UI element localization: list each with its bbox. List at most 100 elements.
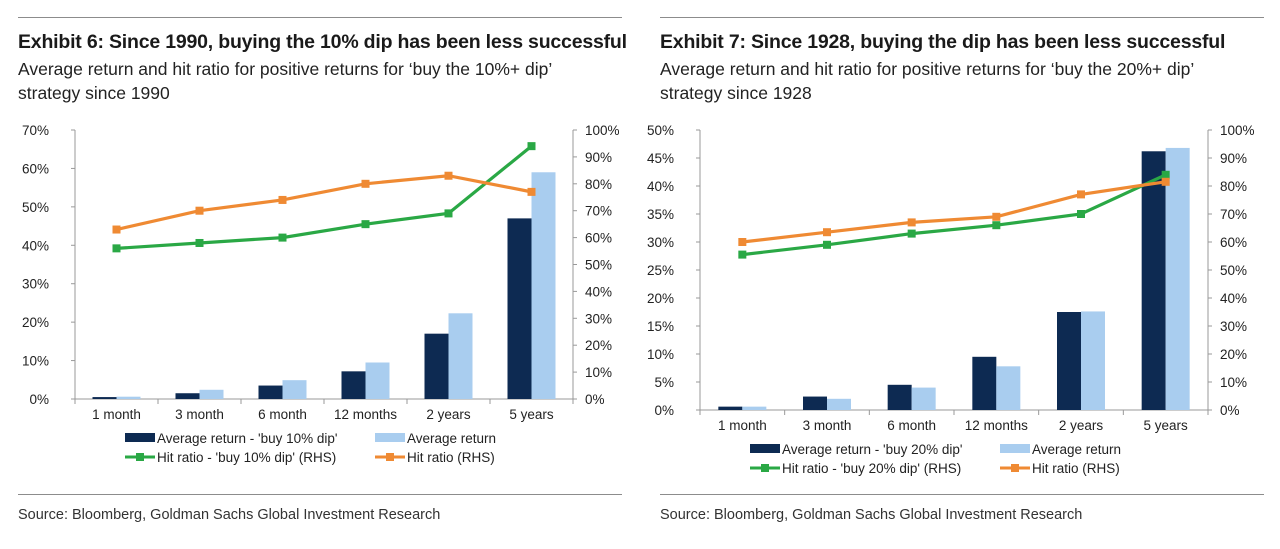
bar-dip-return (507, 218, 532, 399)
legend-dip-return-swatch (750, 444, 780, 453)
x-tick-label: 2 years (426, 407, 471, 422)
bar-avg-return (911, 387, 936, 410)
left-tick-label: 35% (647, 207, 674, 222)
bar-dip-return (341, 371, 366, 399)
marker-avg-hit-ratio (907, 218, 916, 227)
x-tick-label: 1 month (718, 418, 767, 433)
left-tick-label: 70% (22, 123, 49, 138)
legend-dip-return-label: Average return - 'buy 10% dip' (157, 431, 338, 446)
right-tick-label: 30% (585, 311, 612, 326)
bar-dip-return (92, 397, 117, 399)
x-tick-label: 6 month (258, 407, 307, 422)
top-divider (660, 17, 1264, 18)
exhibit-6-panel: Exhibit 6: Since 1990, buying the 10% di… (18, 0, 627, 549)
left-tick-label: 50% (22, 200, 49, 215)
bar-avg-return (827, 398, 851, 410)
line-dip-hit-ratio (742, 173, 1167, 257)
left-tick-label: 5% (654, 375, 674, 390)
right-tick-label: 20% (585, 338, 612, 353)
line-avg-hit-ratio (116, 174, 532, 232)
marker-avg-hit-ratio (1077, 190, 1085, 199)
right-tick-label: 80% (585, 177, 612, 192)
marker-dip-hit-ratio (361, 220, 370, 229)
right-tick-label: 10% (585, 365, 612, 380)
right-tick-label: 50% (1220, 263, 1247, 278)
legend-dip-hit-ratio-label: Hit ratio - 'buy 10% dip' (RHS) (157, 450, 336, 465)
right-tick-label: 0% (1220, 403, 1240, 418)
bar-dip-return (718, 406, 743, 410)
marker-dip-hit-ratio (1077, 210, 1085, 218)
legend-avg-hit-ratio-marker (1011, 464, 1019, 472)
right-tick-label: 90% (585, 150, 612, 165)
marker-avg-hit-ratio (1161, 177, 1170, 186)
chart-subtitle: Average return and hit ratio for positiv… (18, 59, 552, 103)
right-tick-label: 100% (1220, 123, 1255, 138)
x-tick-label: 5 years (1144, 418, 1189, 433)
marker-dip-hit-ratio (992, 221, 1001, 230)
bottom-divider (18, 494, 622, 495)
left-tick-label: 30% (22, 277, 49, 292)
marker-avg-hit-ratio (361, 179, 370, 188)
right-tick-label: 40% (1220, 291, 1247, 306)
left-tick-label: 10% (22, 354, 49, 369)
marker-avg-hit-ratio (823, 228, 831, 237)
chart-title: Exhibit 6: Since 1990, buying the 10% di… (18, 31, 627, 53)
legend-avg-hit-ratio-label: Hit ratio (RHS) (407, 450, 495, 465)
bar-dip-return (1057, 312, 1081, 410)
x-tick-label: 1 month (92, 407, 141, 422)
source-note: Source: Bloomberg, Goldman Sachs Global … (18, 507, 441, 523)
bar-dip-return (972, 356, 997, 410)
left-tick-label: 40% (22, 238, 49, 253)
left-tick-label: 15% (647, 319, 674, 334)
x-tick-label: 3 month (175, 407, 224, 422)
right-tick-label: 100% (585, 123, 620, 138)
left-tick-label: 40% (647, 179, 674, 194)
bar-avg-return (448, 313, 473, 399)
legend-avg-hit-ratio-label: Hit ratio (RHS) (1032, 461, 1120, 476)
bar-avg-return (531, 172, 556, 399)
right-tick-label: 10% (1220, 375, 1247, 390)
x-tick-label: 12 months (965, 418, 1028, 433)
marker-avg-hit-ratio (278, 195, 287, 204)
left-tick-label: 10% (647, 347, 674, 362)
marker-dip-hit-ratio (112, 244, 121, 253)
right-tick-label: 50% (585, 258, 612, 273)
left-tick-label: 30% (647, 235, 674, 250)
bar-avg-return (116, 396, 141, 399)
marker-avg-hit-ratio (195, 206, 204, 215)
exhibit-7-panel: Exhibit 7: Since 1928, buying the dip ha… (647, 0, 1264, 549)
legend-avg-hit-ratio-marker (386, 453, 394, 461)
left-tick-label: 0% (654, 403, 674, 418)
legend-avg-return-label: Average return (407, 431, 496, 446)
legend-dip-hit-ratio-label: Hit ratio - 'buy 20% dip' (RHS) (782, 461, 961, 476)
left-tick-label: 0% (29, 392, 49, 407)
marker-dip-hit-ratio (738, 250, 747, 259)
bar-avg-return (282, 380, 307, 399)
x-tick-label: 6 month (887, 418, 936, 433)
legend-dip-hit-ratio-marker (136, 453, 144, 461)
right-tick-label: 60% (585, 231, 612, 246)
bar-avg-return (199, 389, 224, 399)
marker-avg-hit-ratio (112, 225, 121, 234)
marker-dip-hit-ratio (444, 209, 453, 218)
source-note: Source: Bloomberg, Goldman Sachs Global … (660, 507, 1083, 523)
marker-dip-hit-ratio (907, 229, 916, 238)
bar-dip-return (1141, 151, 1166, 410)
bar-avg-return (1165, 147, 1190, 411)
marker-avg-hit-ratio (992, 212, 1001, 221)
marker-avg-hit-ratio (527, 187, 536, 196)
bar-avg-return (996, 366, 1021, 410)
right-tick-label: 20% (1220, 347, 1247, 362)
top-divider (18, 17, 622, 18)
exhibit-7-chart: 0% 5% 10% 15% 20% 25% 30% 35% 40% 45% 50% 0% 10% 20% 3… (647, 123, 1255, 476)
line-dip-hit-ratio (116, 144, 533, 250)
right-tick-label: 0% (585, 392, 605, 407)
bottom-divider (660, 494, 1264, 495)
left-tick-label: 25% (647, 263, 674, 278)
bar-dip-return (258, 385, 283, 399)
right-tick-label: 80% (1220, 179, 1247, 194)
marker-dip-hit-ratio (1161, 170, 1170, 179)
left-tick-label: 60% (22, 161, 49, 176)
left-tick-label: 50% (647, 123, 674, 138)
x-tick-label: 2 years (1059, 418, 1104, 433)
